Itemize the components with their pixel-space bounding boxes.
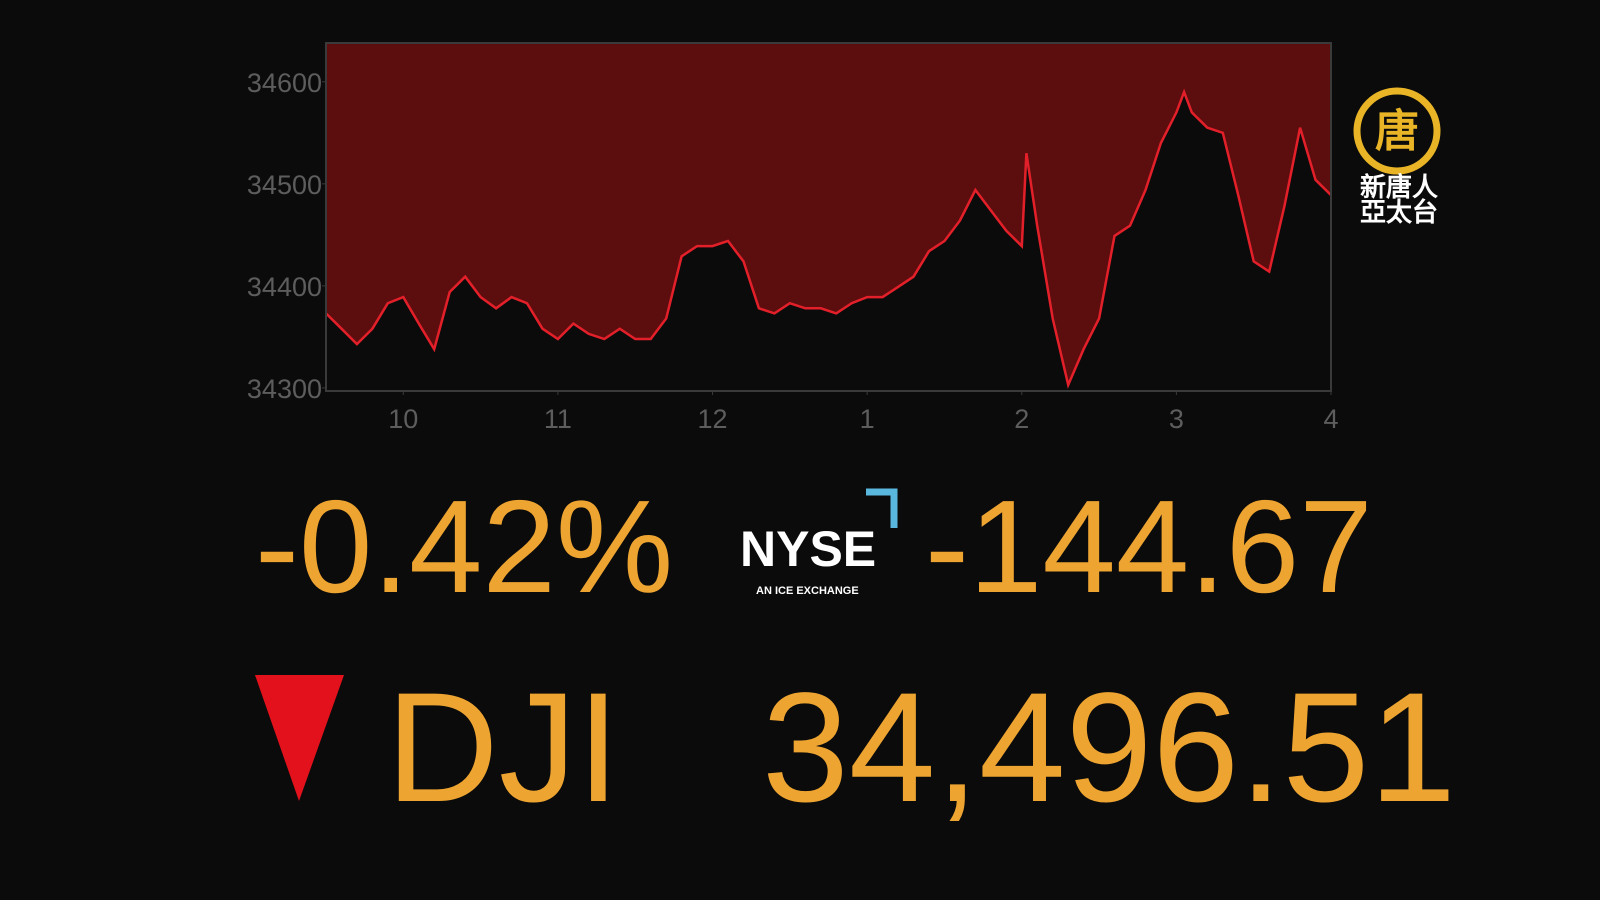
logo-ring [1353,87,1441,175]
plot-frame [325,42,1332,392]
x-tick-label: 4 [1323,404,1338,434]
logo-mark: 唐 [1375,106,1419,157]
down-arrow [255,675,344,801]
x-tick-label: 3 [1169,404,1184,434]
y-tick-label: 34400 [247,272,322,302]
x-tick-label: 11 [544,404,572,434]
logo-line2: 亞太台 [1360,197,1438,228]
exchange-bracket [866,488,898,528]
y-tick-label: 34600 [247,68,322,98]
percent-change: -0.42% [255,473,673,620]
logo-line1: 新唐人 [1360,172,1438,203]
symbol: DJI [386,661,620,835]
y-tick-label: 34300 [247,374,322,404]
exchange-tagline: AN ICE EXCHANGE [756,585,859,597]
price-line [325,88,1332,389]
x-tick-label: 1 [860,404,875,434]
y-tick-label: 34500 [247,170,322,200]
price: 34,496.51 [762,661,1456,835]
x-tick-label: 10 [388,404,418,434]
x-tick-label: 12 [698,404,728,434]
area-fill [326,43,1331,385]
point-change: -144.67 [925,473,1373,620]
exchange-name: NYSE [740,521,876,577]
x-tick-label: 2 [1014,404,1029,434]
